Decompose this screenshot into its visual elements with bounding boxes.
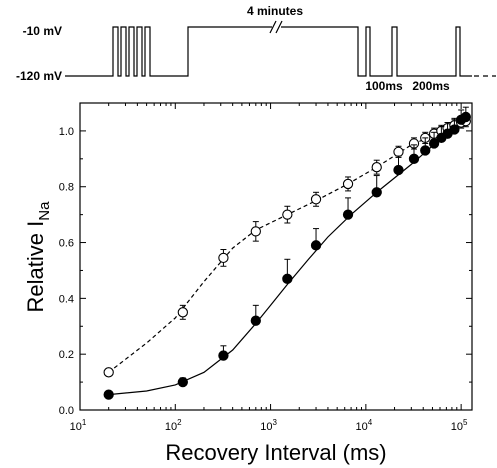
x-tick-label-exponent: 4 [368, 418, 373, 427]
y-tick-label: 0.4 [59, 293, 74, 305]
filled-circle-marker [342, 209, 354, 220]
protocol-interval-label-100ms: 100ms [365, 79, 403, 93]
open-circle-marker [250, 226, 261, 237]
y-tick-label: 0.6 [59, 238, 74, 250]
x-tick-label-base: 10 [70, 421, 82, 433]
x-tick-label-exponent: 5 [463, 418, 468, 427]
filled-circle-marker [250, 315, 261, 326]
axis-ticks [79, 103, 472, 411]
protocol-label-minus-120mv: -120 mV [16, 69, 62, 83]
filled-circle-marker [282, 273, 293, 284]
x-tick-label: 103 [260, 418, 277, 433]
protocol-interval-label-200ms: 200ms [412, 79, 450, 93]
filled-circle-marker [177, 376, 188, 388]
open-circle-marker [218, 252, 229, 264]
x-tick-label: 105 [451, 418, 468, 433]
x-tick-label-base: 10 [451, 421, 463, 433]
open-circle-marker [393, 146, 404, 157]
filled-circle-marker [218, 350, 229, 361]
y-tick-label: 0.0 [59, 405, 74, 417]
y-axis-title-main: Relative I [23, 221, 48, 313]
open-circle-marker [177, 307, 188, 318]
x-tick-label: 102 [165, 418, 182, 433]
open-circle-marker [371, 162, 382, 173]
y-tick-label: 0.2 [59, 349, 74, 361]
x-tick-label: 104 [356, 418, 373, 433]
open-circle-marker [103, 367, 114, 378]
y-tick-label: 0.8 [59, 182, 74, 194]
open-circle-marker [310, 194, 322, 205]
filled-circle-marker [371, 187, 382, 198]
open-circle-marker [282, 209, 293, 220]
filled-circle-marker [460, 111, 471, 123]
x-tick-label-base: 10 [165, 421, 177, 433]
x-tick-label-exponent: 2 [177, 418, 182, 427]
x-axis-title: Recovery Interval (ms) [165, 440, 386, 465]
protocol-label-minus-10mv: -10 mV [23, 24, 62, 38]
x-tick-label: 101 [70, 418, 87, 433]
protocol-break-mark [269, 20, 283, 34]
filled-circle-marker [408, 153, 420, 164]
filled-circle-marker [393, 164, 404, 176]
protocol-duration-label: 4 minutes [247, 4, 303, 18]
x-tick-label-exponent: 1 [82, 418, 87, 427]
y-axis-title: Relative INa [23, 201, 53, 313]
data-markers [103, 106, 471, 400]
x-tick-label-exponent: 3 [272, 418, 277, 427]
filled-circle-marker [428, 138, 440, 149]
plot-frame [79, 102, 473, 411]
filled-circle-marker [103, 389, 114, 400]
x-tick-label-base: 10 [260, 421, 272, 433]
filled-circle-marker [449, 124, 460, 135]
voltage-protocol: -10 mV -120 mV 4 minutes 100ms 200ms [16, 4, 496, 93]
y-tick-label: 1.0 [59, 126, 74, 138]
x-tick-label-base: 10 [356, 421, 368, 433]
protocol-trace [65, 26, 472, 77]
y-axis-title-subscript: Na [36, 201, 53, 221]
filled-circle-marker [420, 145, 431, 156]
filled-circle-marker [310, 240, 322, 251]
open-circle-marker [342, 178, 354, 190]
